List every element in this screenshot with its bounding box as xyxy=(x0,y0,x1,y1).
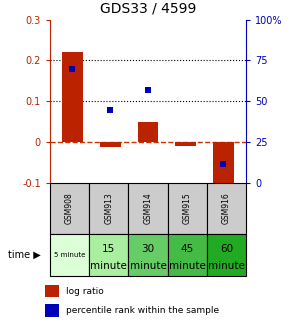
Bar xyxy=(207,234,246,276)
Bar xyxy=(45,285,59,298)
Bar xyxy=(168,234,207,276)
Bar xyxy=(45,304,59,317)
Bar xyxy=(128,234,168,276)
Text: minute: minute xyxy=(208,261,245,271)
Bar xyxy=(207,183,246,234)
Text: minute: minute xyxy=(169,261,206,271)
Text: percentile rank within the sample: percentile rank within the sample xyxy=(66,306,219,315)
Text: minute: minute xyxy=(130,261,166,271)
Title: GDS33 / 4599: GDS33 / 4599 xyxy=(100,2,196,16)
Bar xyxy=(50,183,89,234)
Bar xyxy=(168,183,207,234)
Text: GSM916: GSM916 xyxy=(222,193,231,224)
Text: GSM908: GSM908 xyxy=(65,193,74,224)
Text: GSM914: GSM914 xyxy=(144,193,152,224)
Text: 45: 45 xyxy=(180,244,194,254)
Text: minute: minute xyxy=(90,261,127,271)
Bar xyxy=(128,183,168,234)
Text: 15: 15 xyxy=(102,244,115,254)
Bar xyxy=(50,234,89,276)
Text: GSM913: GSM913 xyxy=(104,193,113,224)
Text: 5 minute: 5 minute xyxy=(54,252,85,258)
Bar xyxy=(100,142,121,147)
Bar xyxy=(62,52,83,142)
Text: log ratio: log ratio xyxy=(66,286,103,296)
Text: GSM915: GSM915 xyxy=(183,193,192,224)
Bar xyxy=(89,234,128,276)
Bar xyxy=(175,142,196,146)
Text: 30: 30 xyxy=(142,244,154,254)
Text: 60: 60 xyxy=(220,244,233,254)
Bar xyxy=(213,142,234,191)
Bar xyxy=(89,183,128,234)
Bar xyxy=(138,122,158,142)
Text: time ▶: time ▶ xyxy=(8,250,41,260)
